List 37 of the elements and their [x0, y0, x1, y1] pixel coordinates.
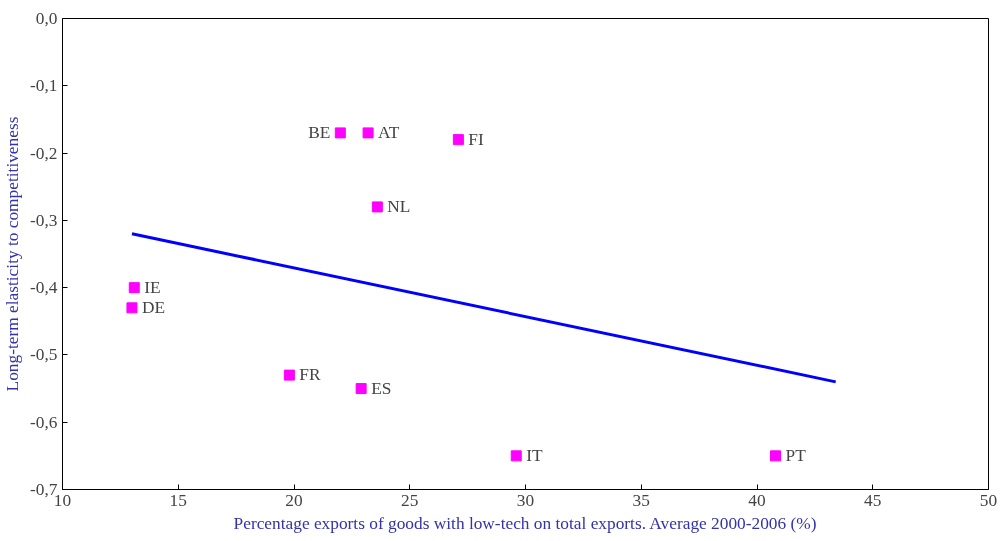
- x-axis-title: Percentage exports of goods with low-tech on total exports. Average 2000-2006 (%): [233, 513, 817, 533]
- point: [128, 282, 140, 294]
- point: [452, 134, 464, 146]
- x-tick-label: 25: [401, 490, 419, 510]
- y-tick-label: 0,0: [35, 9, 58, 28]
- x-tick-label: 30: [516, 490, 535, 510]
- annotation: NL: [387, 196, 411, 216]
- annotation: PT: [785, 445, 807, 465]
- annotation: ES: [371, 378, 392, 398]
- y-tick-label: -0,6: [30, 412, 58, 432]
- point: [334, 127, 346, 139]
- y-tick-label: -0,4: [30, 278, 58, 298]
- y-axis-title: Long-term elasticity to competitiveness: [3, 116, 23, 392]
- annotation: FR: [299, 365, 322, 385]
- x-tick-label: 50: [979, 490, 998, 510]
- annotation: BE: [308, 122, 331, 142]
- x-tick-label: 15: [169, 490, 187, 510]
- y-tick-label: -0,2: [30, 143, 58, 163]
- annotation: FI: [468, 129, 484, 149]
- annotation: IT: [526, 445, 544, 465]
- y-tick-label: -0,5: [30, 345, 58, 365]
- point: [355, 383, 367, 395]
- annotation: AT: [378, 122, 400, 142]
- x-tick-label: 35: [632, 490, 650, 510]
- point: [126, 302, 138, 314]
- x-tick-label: 20: [285, 490, 303, 510]
- point: [283, 369, 295, 381]
- point: [770, 450, 782, 462]
- annotation: DE: [141, 297, 166, 317]
- x-tick-label: 40: [748, 490, 766, 510]
- y-tick-label: -0,1: [30, 76, 58, 96]
- point: [510, 450, 522, 462]
- y-tick-label: -0,3: [30, 210, 58, 230]
- annotation: IE: [144, 277, 161, 297]
- x-tick-label: 45: [864, 490, 882, 510]
- point: [362, 127, 374, 139]
- point: [371, 201, 383, 213]
